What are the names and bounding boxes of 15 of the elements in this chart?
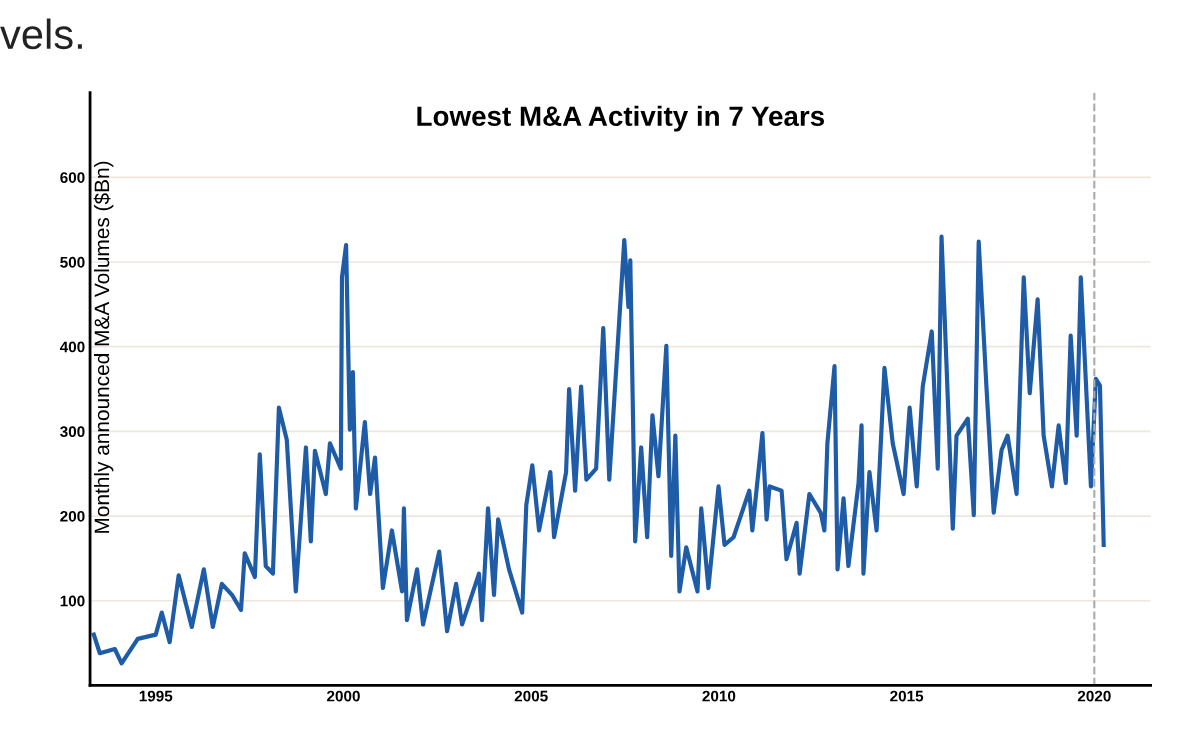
x-tick-label: 2020 <box>1077 690 1111 702</box>
y-tick-label: 300 <box>60 426 85 438</box>
x-tick-label: 2000 <box>327 690 360 702</box>
x-tick-label: 1995 <box>139 690 173 702</box>
x-tick-label: 2005 <box>514 690 548 702</box>
y-axis-title: Monthly announced M&A Volumes ($Bn) <box>93 161 114 533</box>
text: vels. <box>0 18 82 50</box>
y-tick-label: 100 <box>60 595 85 607</box>
y-tick-label: 600 <box>60 172 85 183</box>
x-tick-label: 2015 <box>890 690 924 702</box>
y-tick-label: 400 <box>59 341 85 353</box>
y-tick-label: 500 <box>60 256 85 268</box>
chart-title: Lowest M&A Activity in 7 Years <box>417 105 825 132</box>
y-tick-label: 200 <box>60 510 85 522</box>
x-tick-label: 2010 <box>702 690 736 702</box>
